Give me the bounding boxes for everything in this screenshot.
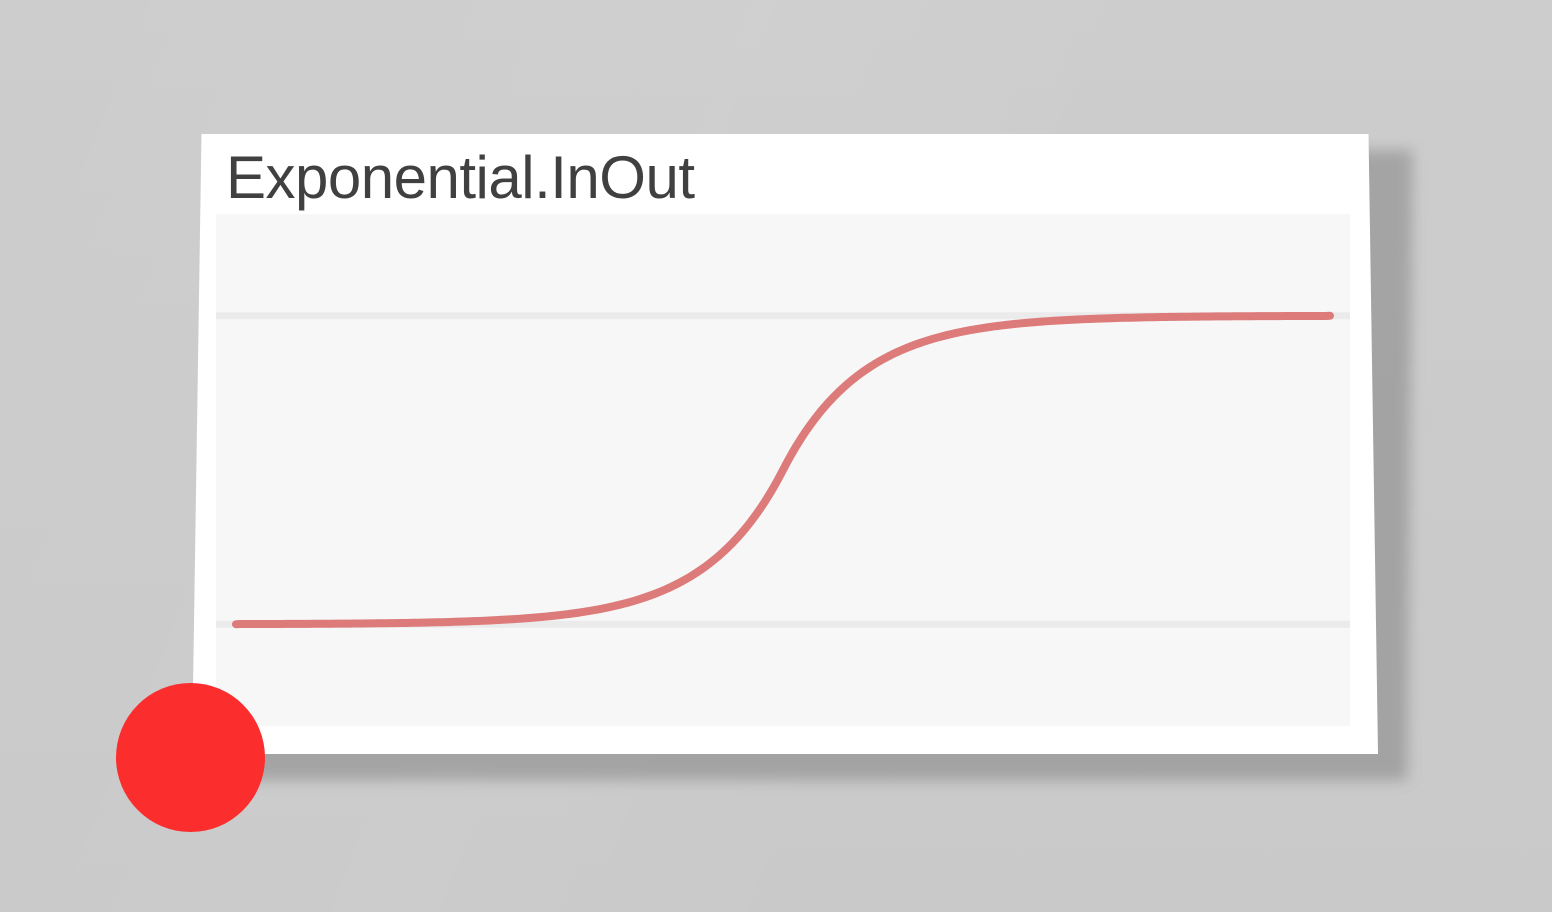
easing-plot [216,214,1350,726]
easing-title: Exponential.InOut [226,144,695,211]
easing-curve [232,311,1334,629]
easing-card: Exponential.InOut [192,134,1378,754]
tracker-dot-icon [116,683,265,832]
easing-chart [216,311,1350,629]
